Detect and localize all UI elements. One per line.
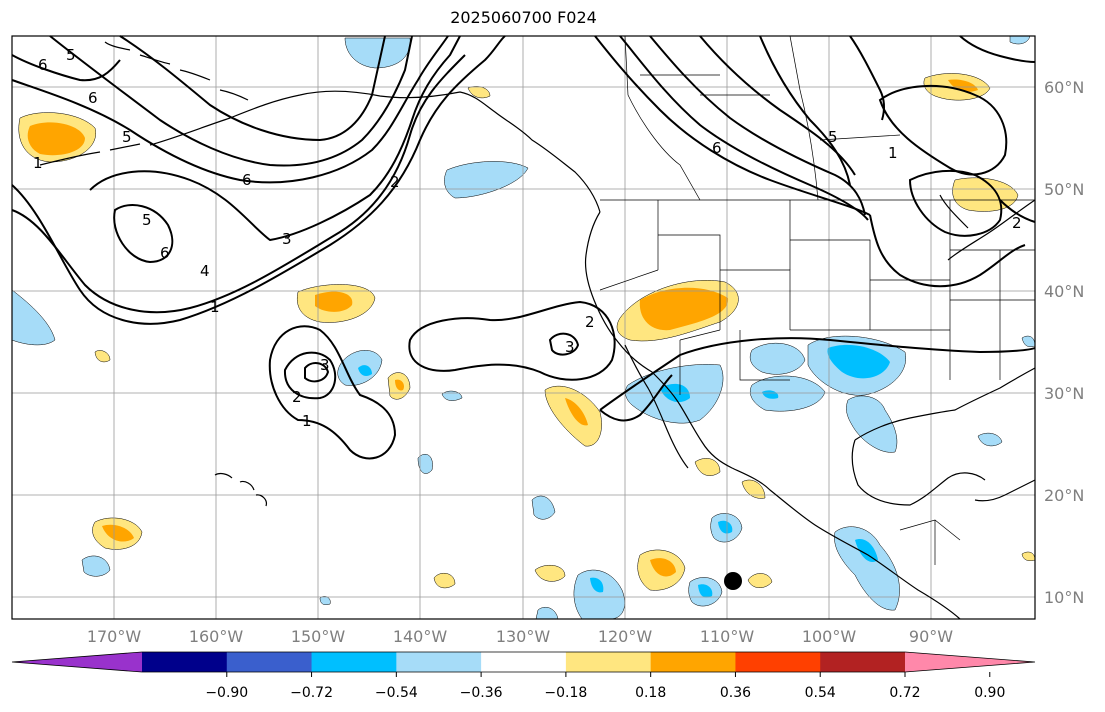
contour-label: 5 (122, 128, 132, 146)
colorbar-segment (226, 652, 313, 672)
location-marker (724, 572, 742, 590)
colorbar-tick-label: 0.18 (635, 685, 666, 701)
contour-label: 3 (282, 230, 292, 248)
contour-label: 1 (33, 154, 43, 172)
colorbar-segment (481, 652, 567, 672)
contour-label: 6 (712, 139, 722, 157)
lon-label: 140°W (393, 627, 448, 646)
lon-label: 170°W (87, 627, 142, 646)
contour-label: 5 (66, 46, 76, 64)
colorbar-tick-label: −0.54 (375, 685, 418, 701)
lon-label: 130°W (496, 627, 551, 646)
colorbar-tick-label: −0.18 (544, 685, 587, 701)
contour-label: 6 (160, 244, 170, 262)
lon-label: 160°W (189, 627, 244, 646)
map-frame (11, 35, 1036, 620)
colorbar-segment (820, 652, 906, 672)
latitude-labels: 60°N 50°N 40°N 30°N 20°N 10°N (1044, 78, 1084, 607)
colorbar-tick-label: −0.36 (460, 685, 503, 701)
colorbar-extend-high (905, 652, 1035, 672)
contour-label: 5 (828, 128, 838, 146)
contour-label: 2 (390, 173, 400, 191)
contour-label: 6 (242, 171, 252, 189)
negative-anomaly-fields (11, 35, 1036, 620)
lon-label: 150°W (291, 627, 346, 646)
colorbar-tick-label: −0.90 (205, 685, 248, 701)
contour-label: 1 (888, 144, 898, 162)
lat-label: 40°N (1044, 282, 1084, 301)
lat-label: 10°N (1044, 588, 1084, 607)
lat-label: 20°N (1044, 486, 1084, 505)
colorbar-segment (142, 652, 228, 672)
graticule (12, 36, 1035, 619)
contour-lines (11, 35, 1036, 460)
longitude-labels: 170°W 160°W 150°W 140°W 130°W 120°W 110°… (87, 627, 953, 646)
colorbar-segment (311, 652, 397, 672)
contour-label: 4 (200, 262, 210, 280)
colorbar-segment (650, 652, 736, 672)
colorbar-tick-labels: −0.90 −0.72 −0.54 −0.36 −0.18 0.18 0.36 0.54 0.7… (205, 672, 1005, 701)
lat-label: 30°N (1044, 384, 1084, 403)
coastlines (39, 41, 1036, 620)
colorbar-tick-label: −0.72 (290, 685, 333, 701)
contour-label: 3 (320, 356, 330, 374)
contour-label: 2 (585, 313, 595, 331)
colorbar-outline (11, 651, 1036, 673)
contour-label: 6 (38, 56, 48, 74)
contour-label: 3 (565, 338, 575, 356)
lat-label: 50°N (1044, 180, 1084, 199)
colorbar-tick-label: 0.72 (889, 685, 920, 701)
colorbar-segment (565, 652, 652, 672)
colorbar-segment (735, 652, 821, 672)
political-borders (599, 35, 1035, 565)
colorbar-tick-label: 0.36 (720, 685, 751, 701)
colorbar-tick-label: 0.54 (805, 685, 836, 701)
lon-label: 100°W (802, 627, 857, 646)
map-title: 2025060700 F024 (450, 8, 597, 27)
contour-label: 1 (302, 412, 312, 430)
contour-label: 2 (1012, 214, 1022, 232)
positive-anomaly-fields (18, 73, 1036, 591)
lon-label: 120°W (598, 627, 653, 646)
lon-label: 110°W (700, 627, 755, 646)
colorbar-segment (396, 652, 482, 672)
contour-label: 6 (88, 89, 98, 107)
contour-label: 5 (142, 211, 152, 229)
contour-label: 1 (210, 298, 220, 316)
colorbar (11, 651, 1036, 673)
contour-label: 2 (292, 388, 302, 406)
colorbar-tick-label: 0.90 (974, 685, 1005, 701)
colorbar-extend-low (12, 652, 142, 672)
contour-labels: 5 6 6 5 1 6 2 3 4 1 5 6 2 3 2 3 1 6 5 1 … (33, 46, 1022, 430)
lon-label: 90°W (909, 627, 953, 646)
lat-label: 60°N (1044, 78, 1084, 97)
